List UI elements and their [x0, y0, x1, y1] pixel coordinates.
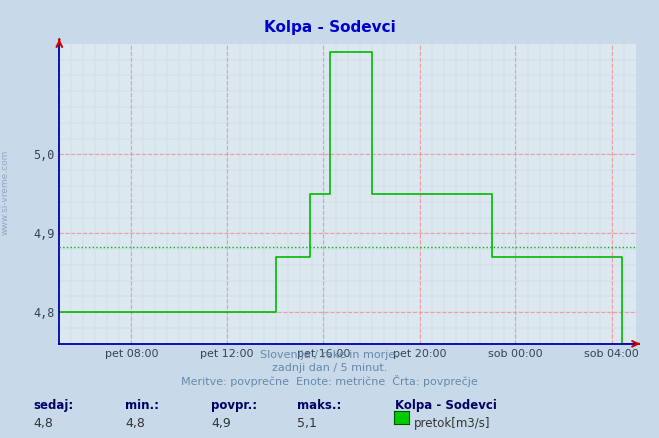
- Text: zadnji dan / 5 minut.: zadnji dan / 5 minut.: [272, 363, 387, 373]
- Text: 4,9: 4,9: [211, 417, 231, 430]
- Text: 5,1: 5,1: [297, 417, 316, 430]
- Text: sedaj:: sedaj:: [33, 399, 73, 413]
- Text: Slovenija / reke in morje.: Slovenija / reke in morje.: [260, 350, 399, 360]
- Text: pretok[m3/s]: pretok[m3/s]: [414, 417, 490, 430]
- Text: 4,8: 4,8: [125, 417, 145, 430]
- Text: maks.:: maks.:: [297, 399, 341, 413]
- Text: povpr.:: povpr.:: [211, 399, 257, 413]
- Text: Meritve: povprečne  Enote: metrične  Črta: povprečje: Meritve: povprečne Enote: metrične Črta:…: [181, 375, 478, 387]
- Text: Kolpa - Sodevci: Kolpa - Sodevci: [264, 20, 395, 35]
- Text: www.si-vreme.com: www.si-vreme.com: [1, 150, 10, 235]
- Text: 4,8: 4,8: [33, 417, 53, 430]
- Text: min.:: min.:: [125, 399, 159, 413]
- Text: Kolpa - Sodevci: Kolpa - Sodevci: [395, 399, 498, 413]
